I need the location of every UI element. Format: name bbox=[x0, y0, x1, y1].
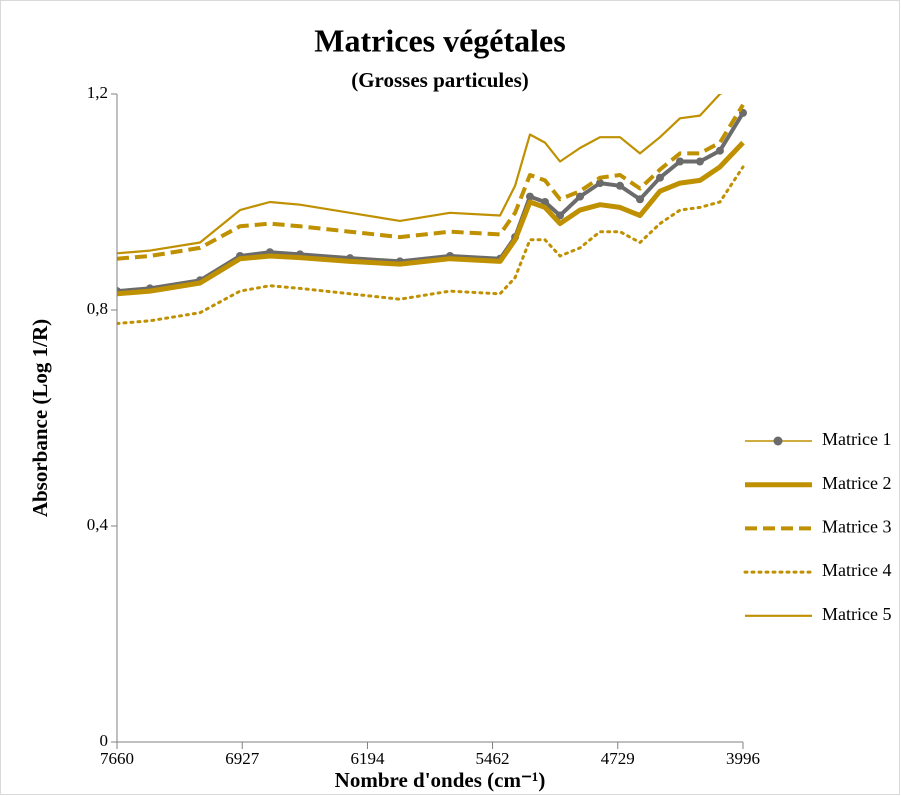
series-marker bbox=[675, 157, 684, 166]
series-marker bbox=[556, 211, 565, 220]
legend-label: Matrice 1 bbox=[822, 429, 891, 449]
legend-label: Matrice 3 bbox=[822, 517, 891, 537]
x-tick-label: 3996 bbox=[726, 749, 760, 768]
series-marker bbox=[576, 192, 585, 201]
legend-label: Matrice 5 bbox=[822, 604, 891, 624]
series-marker bbox=[540, 198, 549, 206]
series-marker bbox=[635, 195, 644, 204]
x-tick-label: 4729 bbox=[601, 749, 635, 768]
y-tick-label: 1,2 bbox=[87, 83, 108, 102]
series-marker bbox=[595, 179, 604, 188]
x-tick-label: 6927 bbox=[225, 749, 260, 768]
legend-marker bbox=[773, 436, 783, 446]
legend-label: Matrice 2 bbox=[822, 473, 891, 493]
legend-label: Matrice 4 bbox=[822, 560, 891, 580]
y-tick-label: 0,4 bbox=[87, 515, 109, 534]
x-tick-label: 5462 bbox=[476, 749, 510, 768]
series-marker bbox=[715, 146, 724, 155]
x-axis-label: Nombre d'ondes (cm⁻¹) bbox=[335, 768, 546, 792]
series-marker bbox=[695, 157, 704, 166]
x-tick-label: 7660 bbox=[100, 749, 134, 768]
plot-area bbox=[117, 94, 747, 325]
x-tick-label: 6194 bbox=[350, 749, 385, 768]
chart-subtitle: (Grosses particules) bbox=[351, 68, 529, 92]
series-marker bbox=[655, 173, 664, 182]
series-line bbox=[117, 140, 745, 297]
series-line bbox=[117, 94, 723, 255]
series-marker bbox=[525, 192, 534, 201]
series-line bbox=[117, 165, 745, 325]
series-line bbox=[117, 103, 745, 261]
y-axis-label: Absorbance (Log 1/R) bbox=[28, 319, 52, 517]
y-tick-label: 0 bbox=[100, 731, 109, 750]
chart-title: Matrices végétales bbox=[314, 22, 565, 58]
series-marker bbox=[615, 181, 624, 190]
y-tick-label: 0,8 bbox=[87, 299, 108, 318]
